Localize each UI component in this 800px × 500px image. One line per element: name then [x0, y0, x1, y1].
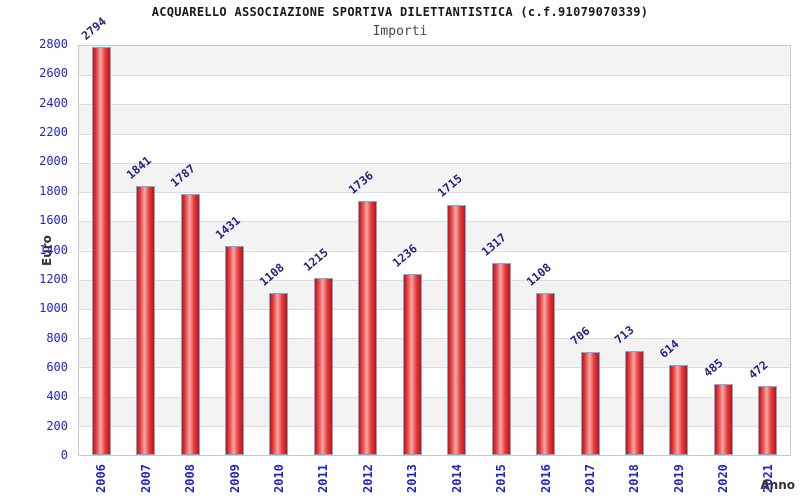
bar-2015 [491, 262, 511, 455]
gridline-1400 [79, 250, 790, 252]
chart-subtitle: Importi [372, 24, 428, 39]
y-tick-2400: 2400 [39, 95, 68, 110]
plot-band [79, 104, 790, 134]
bar-2010 [269, 293, 289, 455]
bar-2009 [225, 245, 245, 455]
plot-band [79, 162, 790, 193]
gridline-200 [79, 425, 790, 427]
y-tick-1000: 1000 [39, 301, 68, 316]
x-tick-2013: 2013 [405, 464, 420, 493]
plot-area [78, 45, 791, 456]
bar-2021 [758, 386, 778, 455]
y-tick-600: 600 [46, 359, 68, 374]
x-tick-2007: 2007 [138, 464, 153, 493]
bar-2011 [313, 277, 333, 455]
y-tick-1800: 1800 [39, 183, 68, 198]
x-tick-2015: 2015 [494, 464, 509, 493]
x-tick-2019: 2019 [671, 464, 686, 493]
chart-title: ACQUARELLO ASSOCIAZIONE SPORTIVA DILETTA… [151, 5, 649, 19]
x-tick-2018: 2018 [627, 464, 642, 493]
gridline-2000 [79, 162, 790, 164]
bar-2012 [358, 201, 378, 455]
bar-2013 [402, 274, 422, 455]
y-tick-1600: 1600 [39, 213, 68, 228]
bar-2016 [536, 293, 556, 455]
bar-2006 [91, 46, 111, 455]
bar-2007 [136, 186, 156, 455]
bar-2008 [180, 193, 200, 455]
x-tick-2011: 2011 [316, 464, 331, 493]
gridline-800 [79, 338, 790, 340]
y-tick-1200: 1200 [39, 271, 68, 286]
bar-2014 [447, 204, 467, 455]
x-tick-2017: 2017 [583, 464, 598, 493]
gridline-1600 [79, 221, 790, 223]
gridline-600 [79, 367, 790, 369]
gridline-400 [79, 396, 790, 398]
y-tick-2000: 2000 [39, 154, 68, 169]
plot-band [79, 46, 790, 76]
bar-2018 [624, 350, 644, 455]
x-tick-2008: 2008 [183, 464, 198, 493]
y-tick-1400: 1400 [39, 242, 68, 257]
gridline-1000 [79, 308, 790, 310]
x-tick-2020: 2020 [716, 464, 731, 493]
y-tick-0: 0 [60, 448, 68, 462]
gridline-2200 [79, 133, 790, 135]
y-tick-200: 200 [46, 418, 68, 433]
x-tick-2006: 2006 [94, 464, 109, 493]
y-tick-400: 400 [46, 389, 68, 404]
bar-2020 [713, 384, 733, 455]
gridline-1200 [79, 279, 790, 281]
bar-2017 [580, 351, 600, 455]
gridline-2600 [79, 75, 790, 77]
y-tick-2200: 2200 [39, 125, 68, 140]
x-tick-2014: 2014 [449, 464, 464, 493]
x-tick-2010: 2010 [271, 464, 286, 493]
y-tick-2800: 2800 [39, 37, 68, 51]
x-tick-2016: 2016 [538, 464, 553, 493]
x-tick-2009: 2009 [227, 464, 242, 493]
y-tick-800: 800 [46, 330, 68, 345]
gridline-1800 [79, 192, 790, 194]
gridline-2400 [79, 104, 790, 106]
x-axis-title: Anno [760, 478, 795, 492]
bar-2019 [669, 365, 689, 455]
x-tick-2012: 2012 [360, 464, 375, 493]
y-tick-2600: 2600 [39, 66, 68, 81]
